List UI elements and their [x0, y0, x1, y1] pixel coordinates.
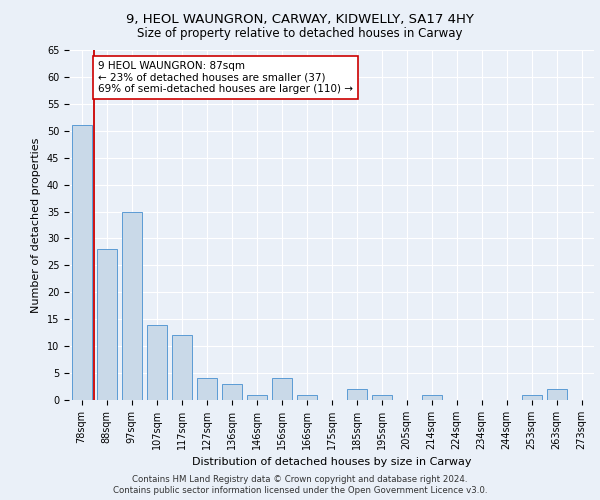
Text: Contains HM Land Registry data © Crown copyright and database right 2024.: Contains HM Land Registry data © Crown c…	[132, 475, 468, 484]
Y-axis label: Number of detached properties: Number of detached properties	[31, 138, 41, 312]
Bar	[421, 394, 442, 400]
Text: 9, HEOL WAUNGRON, CARWAY, KIDWELLY, SA17 4HY: 9, HEOL WAUNGRON, CARWAY, KIDWELLY, SA17…	[126, 12, 474, 26]
Bar	[146, 324, 167, 400]
Text: Size of property relative to detached houses in Carway: Size of property relative to detached ho…	[137, 28, 463, 40]
Bar	[521, 394, 542, 400]
Bar	[221, 384, 241, 400]
Bar	[371, 394, 392, 400]
Bar	[121, 212, 142, 400]
Bar	[172, 336, 191, 400]
Bar	[547, 389, 566, 400]
Bar	[296, 394, 317, 400]
X-axis label: Distribution of detached houses by size in Carway: Distribution of detached houses by size …	[192, 458, 471, 468]
Bar	[271, 378, 292, 400]
Bar	[247, 394, 266, 400]
Bar	[97, 249, 116, 400]
Text: Contains public sector information licensed under the Open Government Licence v3: Contains public sector information licen…	[113, 486, 487, 495]
Bar	[197, 378, 217, 400]
Bar	[347, 389, 367, 400]
Bar	[71, 126, 91, 400]
Text: 9 HEOL WAUNGRON: 87sqm
← 23% of detached houses are smaller (37)
69% of semi-det: 9 HEOL WAUNGRON: 87sqm ← 23% of detached…	[98, 61, 353, 94]
